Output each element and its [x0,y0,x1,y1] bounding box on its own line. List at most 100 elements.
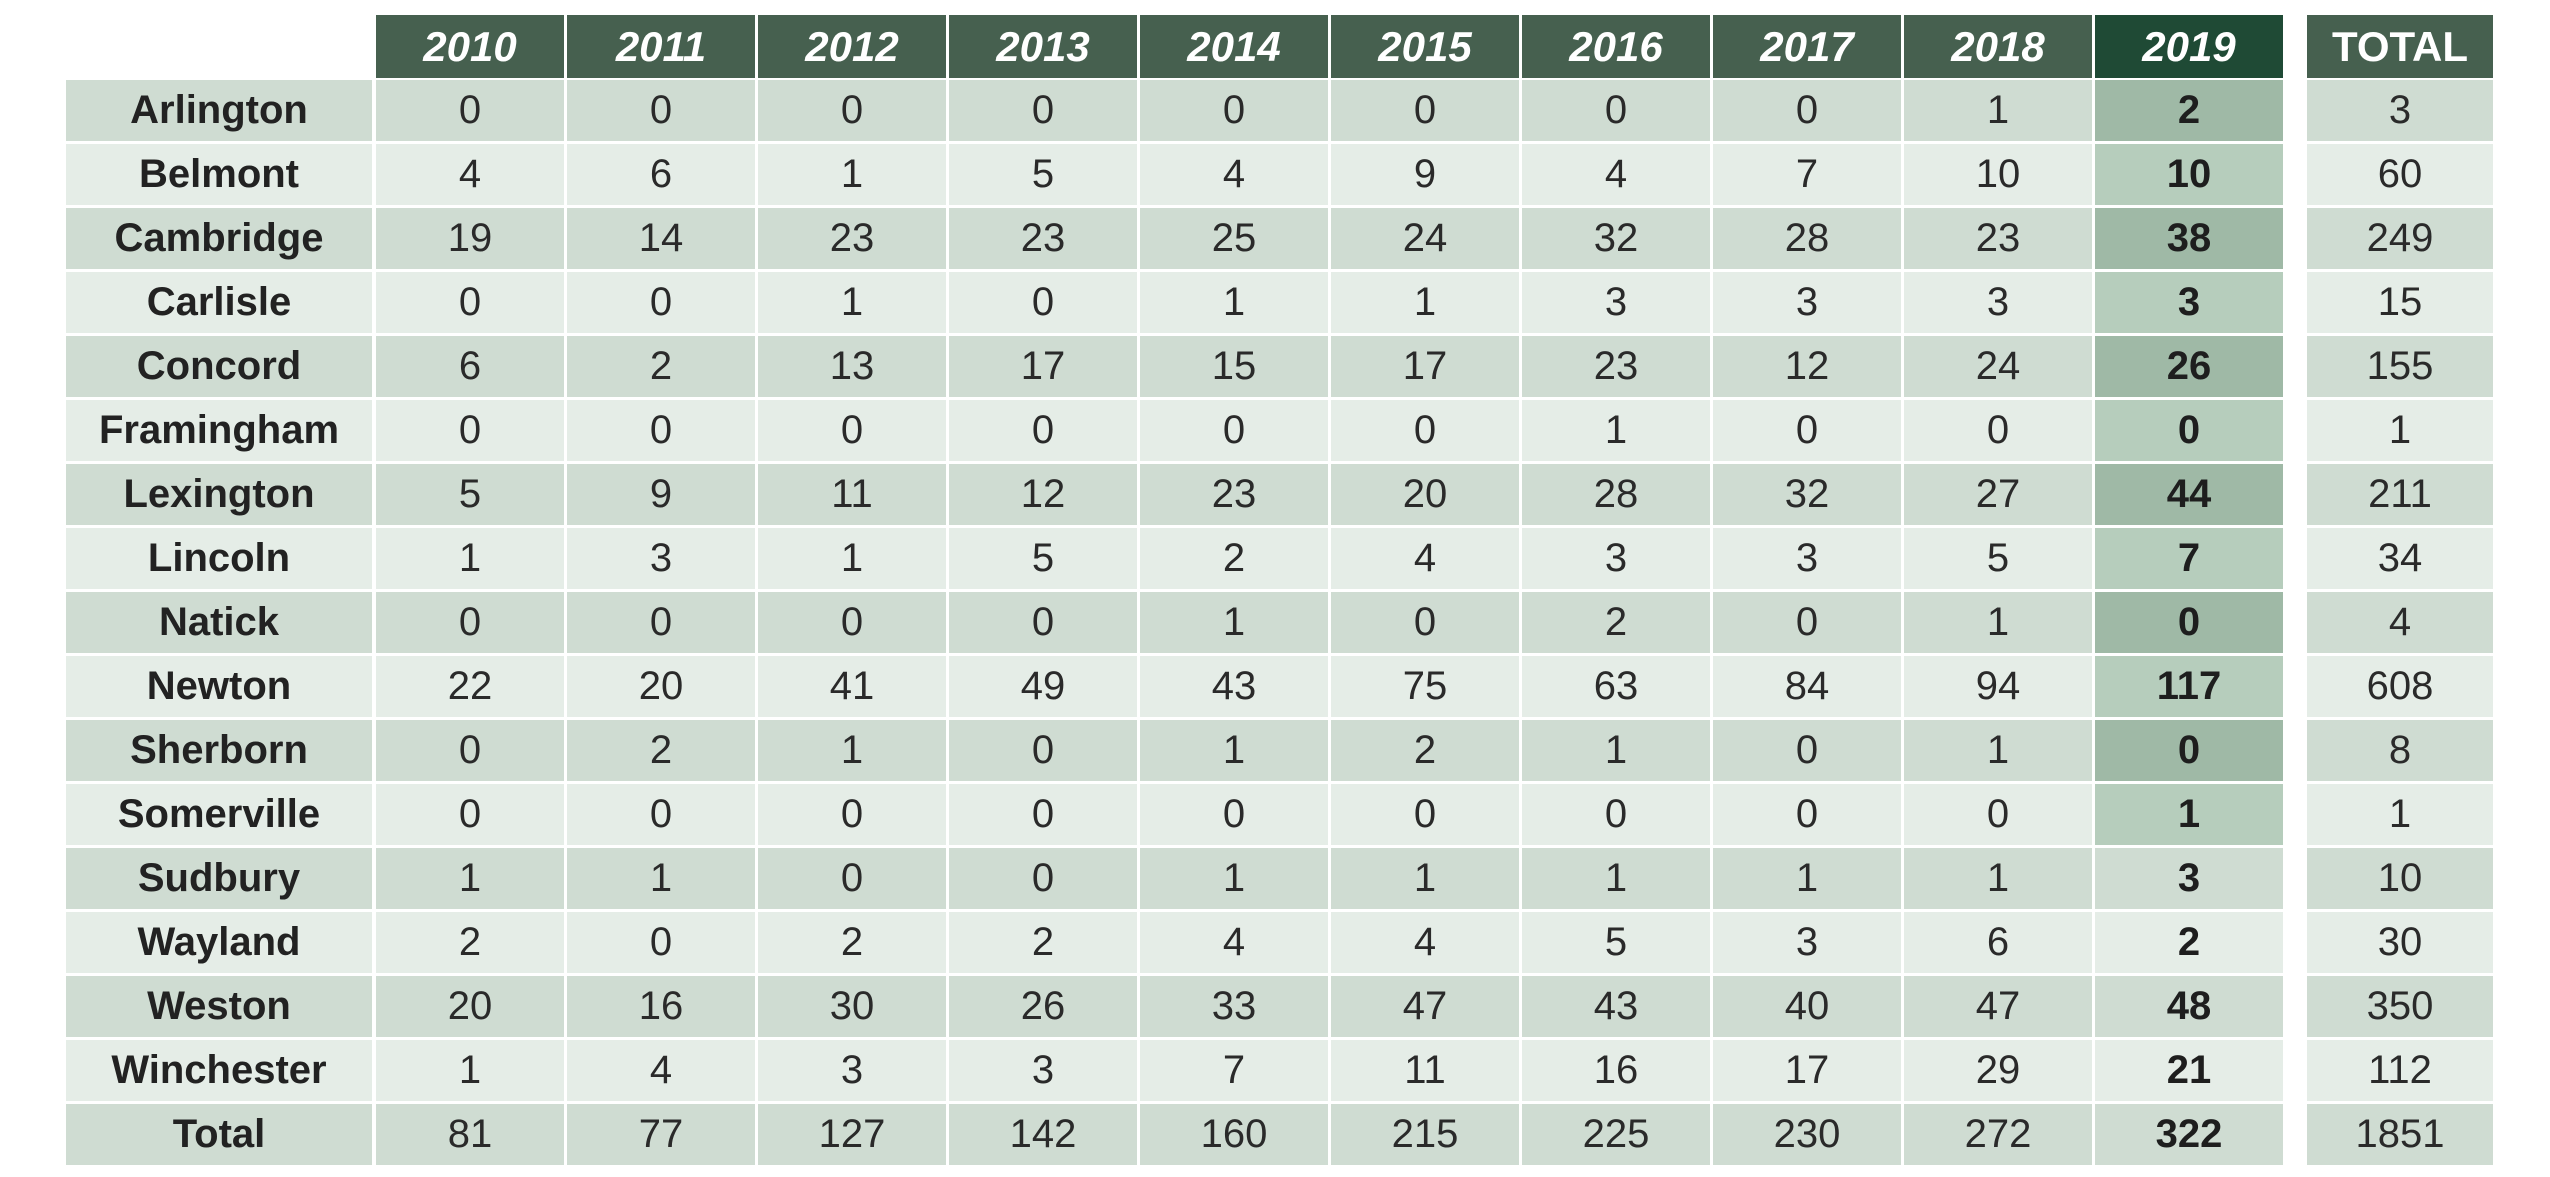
table-cell: 77 [567,1104,755,1165]
table-cell: 19 [376,208,564,269]
table-cell: 26 [2095,336,2283,397]
table-cell: 1 [567,848,755,909]
table-cell: 3 [1713,528,1901,589]
table-cell: 1 [758,720,946,781]
table-cell: 16 [567,976,755,1037]
table-cell: 63 [1522,656,1710,717]
table-cell: 4 [1331,528,1519,589]
table-cell: 49 [949,656,1137,717]
table-cell: 0 [376,80,564,141]
table-cell: 21 [2095,1040,2283,1101]
table-cell: 1 [376,1040,564,1101]
table-cell: 0 [949,784,1137,845]
table-cell: 0 [1140,400,1328,461]
table-cell: 11 [1331,1040,1519,1101]
table-cell: 272 [1904,1104,2092,1165]
table-cell: 38 [2095,208,2283,269]
table-cell: 24 [1331,208,1519,269]
table-cell: 0 [949,272,1137,333]
table-cell: 15 [1140,336,1328,397]
row-label-winchester: Winchester [66,1040,372,1101]
row-label-lincoln: Lincoln [66,528,372,589]
table-cell: 3 [1522,528,1710,589]
table-cell: 20 [376,976,564,1037]
row-total-cell: 60 [2307,144,2493,205]
table-cell: 0 [1522,784,1710,845]
column-header-2015: 2015 [1331,15,1519,78]
table-cell: 17 [949,336,1137,397]
table-cell: 20 [567,656,755,717]
table-cell: 225 [1522,1104,1710,1165]
table-cell: 10 [1904,144,2092,205]
table-cell: 0 [567,400,755,461]
table-cell: 17 [1331,336,1519,397]
table-cell: 1 [376,848,564,909]
row-label-natick: Natick [66,592,372,653]
table-cell: 3 [1522,272,1710,333]
table-cell: 3 [1904,272,2092,333]
table-cell: 0 [2095,720,2283,781]
table-cell: 1 [1904,80,2092,141]
table-cell: 4 [567,1040,755,1101]
column-header-2018: 2018 [1904,15,2092,78]
table-cell: 0 [376,592,564,653]
table-cell: 47 [1331,976,1519,1037]
table-cell: 0 [567,272,755,333]
column-header-2016: 2016 [1522,15,1710,78]
column-header-total: TOTAL [2307,15,2493,78]
table-cell: 0 [1331,80,1519,141]
table-cell: 7 [2095,528,2283,589]
row-total-cell: 34 [2307,528,2493,589]
row-label-newton: Newton [66,656,372,717]
table-cell: 7 [1140,1040,1328,1101]
table-cell: 0 [1713,80,1901,141]
table-cell: 0 [1904,784,2092,845]
table-cell: 23 [949,208,1137,269]
table-cell: 0 [949,592,1137,653]
table-cell: 32 [1713,464,1901,525]
table-cell: 32 [1522,208,1710,269]
row-label-belmont: Belmont [66,144,372,205]
table-cell: 9 [567,464,755,525]
table-cell: 22 [376,656,564,717]
column-header-2019: 2019 [2095,15,2283,78]
table-cell: 13 [758,336,946,397]
table-cell: 0 [567,592,755,653]
table-cell: 1 [1140,720,1328,781]
table-cell: 0 [2095,400,2283,461]
table-cell: 1 [758,528,946,589]
table-cell: 2 [376,912,564,973]
table-cell: 1 [1331,848,1519,909]
table-cell: 0 [376,272,564,333]
table-cell: 3 [2095,272,2283,333]
row-total-cell: 15 [2307,272,2493,333]
table-cell: 2 [567,720,755,781]
row-total-cell: 249 [2307,208,2493,269]
table-cell: 40 [1713,976,1901,1037]
table-cell: 25 [1140,208,1328,269]
column-header-2013: 2013 [949,15,1137,78]
table-cell: 1 [1140,592,1328,653]
table-cell: 33 [1140,976,1328,1037]
table-cell: 0 [1713,720,1901,781]
table-cell: 0 [758,400,946,461]
row-label-sudbury: Sudbury [66,848,372,909]
table-cell: 0 [1331,400,1519,461]
row-total-cell: 30 [2307,912,2493,973]
table-cell: 6 [376,336,564,397]
table-cell: 2 [758,912,946,973]
table-cell: 1 [1140,848,1328,909]
table-cell: 48 [2095,976,2283,1037]
table-cell: 81 [376,1104,564,1165]
table-cell: 0 [949,400,1137,461]
table-cell: 0 [758,848,946,909]
table-cell: 84 [1713,656,1901,717]
table-cell: 1 [1522,400,1710,461]
table-cell: 0 [567,912,755,973]
row-label-framingham: Framingham [66,400,372,461]
row-total-cell: 608 [2307,656,2493,717]
table-cell: 1 [1522,848,1710,909]
table-cell: 2 [1140,528,1328,589]
row-total-cell: 10 [2307,848,2493,909]
